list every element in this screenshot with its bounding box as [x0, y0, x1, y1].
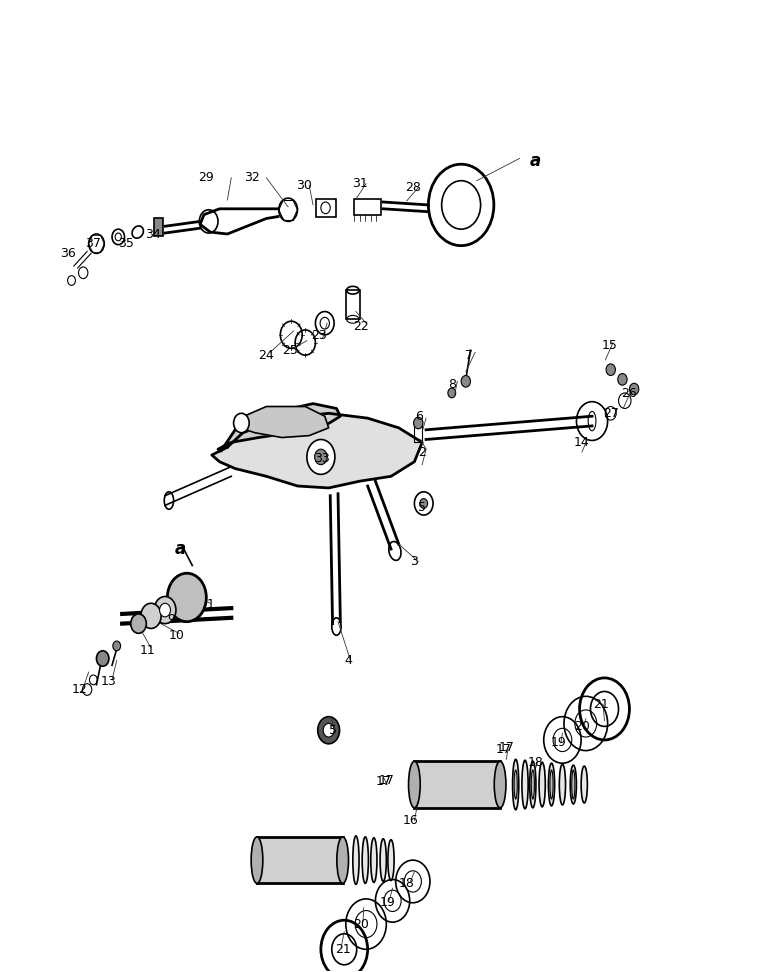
Ellipse shape [539, 762, 545, 807]
Text: 19: 19 [551, 737, 566, 749]
Text: 36: 36 [59, 247, 76, 260]
Text: 17: 17 [379, 774, 395, 787]
Bar [414, 421, 422, 442]
Text: 35: 35 [118, 237, 134, 250]
Circle shape [234, 413, 249, 433]
Circle shape [461, 375, 471, 387]
Text: 18: 18 [399, 877, 414, 890]
Ellipse shape [522, 760, 528, 809]
Circle shape [414, 417, 423, 429]
Circle shape [606, 364, 615, 375]
Circle shape [160, 604, 170, 617]
Bar [154, 219, 163, 236]
Ellipse shape [559, 764, 565, 805]
Text: a: a [175, 540, 186, 558]
Text: 22: 22 [353, 320, 369, 332]
Text: 17: 17 [498, 742, 515, 754]
Text: 15: 15 [601, 339, 617, 352]
Ellipse shape [512, 759, 518, 810]
Ellipse shape [550, 770, 553, 799]
Ellipse shape [581, 766, 587, 803]
Ellipse shape [337, 837, 349, 884]
Text: 33: 33 [314, 452, 330, 466]
Text: 23: 23 [311, 330, 327, 342]
Circle shape [323, 723, 334, 737]
Circle shape [618, 373, 627, 385]
Text: 37: 37 [85, 237, 102, 250]
Circle shape [314, 449, 327, 465]
Bar [257, 837, 343, 884]
Text: 20: 20 [574, 720, 590, 733]
Polygon shape [218, 403, 340, 451]
Text: 20: 20 [353, 918, 369, 930]
Polygon shape [212, 413, 422, 488]
Circle shape [131, 614, 146, 634]
Ellipse shape [380, 839, 386, 882]
Circle shape [307, 439, 335, 474]
Text: 14: 14 [574, 435, 590, 449]
Ellipse shape [548, 763, 554, 806]
Circle shape [141, 604, 161, 629]
Polygon shape [235, 406, 328, 437]
Circle shape [96, 651, 109, 666]
Text: 29: 29 [199, 171, 214, 185]
Text: 6: 6 [415, 410, 423, 423]
Ellipse shape [494, 761, 506, 808]
Text: 27: 27 [603, 407, 619, 420]
Circle shape [154, 597, 176, 624]
Text: 30: 30 [296, 179, 312, 192]
Text: 5: 5 [418, 501, 426, 514]
Text: 18: 18 [527, 755, 543, 769]
Bar [353, 199, 381, 215]
Text: 25: 25 [282, 344, 298, 357]
Text: 32: 32 [245, 171, 260, 185]
Circle shape [167, 573, 206, 622]
Ellipse shape [570, 765, 576, 804]
Text: 31: 31 [352, 177, 368, 191]
Text: 10: 10 [169, 629, 185, 642]
Text: a: a [529, 153, 541, 170]
Text: 4: 4 [344, 654, 352, 667]
Bar [414, 761, 500, 808]
Circle shape [317, 716, 339, 744]
Text: 19: 19 [379, 896, 395, 909]
Text: 24: 24 [258, 349, 274, 362]
Ellipse shape [531, 770, 534, 799]
Text: 28: 28 [405, 181, 421, 194]
Circle shape [448, 388, 456, 398]
Text: 11: 11 [140, 644, 156, 657]
Text: 3: 3 [411, 555, 418, 568]
Bar [316, 199, 335, 217]
Text: 8: 8 [448, 378, 456, 391]
Ellipse shape [572, 770, 575, 799]
Ellipse shape [514, 770, 517, 799]
Ellipse shape [408, 761, 420, 808]
Ellipse shape [388, 840, 394, 881]
Text: 26: 26 [621, 388, 637, 400]
Ellipse shape [251, 837, 263, 884]
Text: 1: 1 [206, 598, 214, 610]
Text: 17: 17 [496, 744, 512, 756]
Ellipse shape [529, 761, 536, 808]
Bar [346, 291, 360, 319]
Text: 5: 5 [328, 724, 336, 737]
Text: 7: 7 [465, 349, 473, 362]
Ellipse shape [371, 838, 377, 883]
Text: 34: 34 [145, 227, 161, 240]
Text: 9: 9 [167, 613, 175, 626]
Text: 16: 16 [403, 814, 418, 827]
Ellipse shape [362, 837, 368, 884]
Circle shape [113, 642, 120, 651]
Text: 21: 21 [594, 698, 609, 711]
Text: 12: 12 [71, 683, 87, 696]
Text: 13: 13 [101, 676, 117, 688]
Text: 17: 17 [375, 775, 391, 788]
Circle shape [420, 499, 428, 508]
Text: 2: 2 [418, 445, 426, 459]
Text: 21: 21 [335, 943, 350, 955]
Circle shape [630, 383, 639, 395]
Ellipse shape [353, 836, 359, 885]
